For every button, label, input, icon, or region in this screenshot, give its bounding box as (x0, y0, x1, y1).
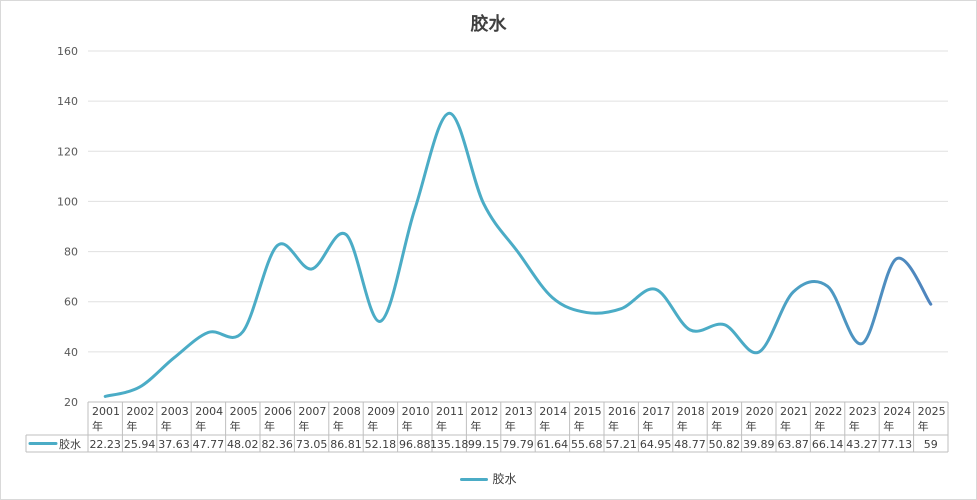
y-axis-ticks: 20 40 60 80 100 120 140 160 (57, 45, 78, 409)
data-value-label: 96.88 (399, 438, 431, 451)
category-label-suffix: 年 (677, 419, 688, 433)
legend-label: 胶水 (492, 472, 517, 486)
category-label: 2013 (505, 405, 533, 418)
category-label: 2022 (814, 405, 842, 418)
category-label-suffix: 年 (470, 419, 481, 433)
data-value-label: 79.79 (502, 438, 534, 451)
category-label: 2018 (677, 405, 705, 418)
data-value-label: 99.15 (468, 438, 500, 451)
category-label-suffix: 年 (126, 419, 137, 433)
data-value-label: 73.05 (296, 438, 328, 451)
data-value-label: 39.89 (743, 438, 775, 451)
category-label: 2003 (161, 405, 189, 418)
data-value-label: 82.36 (261, 438, 293, 451)
category-label-suffix: 年 (195, 419, 206, 433)
data-value-label: 63.87 (777, 438, 809, 451)
category-label: 2020 (746, 405, 774, 418)
category-label: 2016 (608, 405, 636, 418)
category-label-suffix: 年 (918, 419, 929, 433)
category-label-suffix: 年 (849, 419, 860, 433)
y-tick-label: 60 (64, 296, 78, 309)
category-label-suffix: 年 (539, 419, 550, 433)
y-tick-label: 100 (57, 195, 78, 208)
data-value-label: 135.18 (430, 438, 469, 451)
category-label: 2008 (333, 405, 361, 418)
data-value-label: 52.18 (365, 438, 397, 451)
data-value-label: 48.77 (674, 438, 706, 451)
category-label-suffix: 年 (402, 419, 413, 433)
data-value-label: 47.77 (193, 438, 225, 451)
category-label: 2002 (126, 405, 154, 418)
series-lines (103, 111, 933, 398)
data-value-label: 37.63 (158, 438, 190, 451)
category-label: 2024 (883, 405, 911, 418)
data-value-label: 59 (924, 438, 938, 451)
data-table: 2001年2002年2003年2004年2005年2006年2007年2008年… (25, 401, 949, 453)
category-label-suffix: 年 (367, 419, 378, 433)
category-label-suffix: 年 (814, 419, 825, 433)
data-value-label: 50.82 (709, 438, 741, 451)
y-tick-label: 160 (57, 45, 78, 58)
category-label: 2009 (367, 405, 395, 418)
data-value-label: 57.21 (605, 438, 637, 451)
category-label-suffix: 年 (333, 419, 344, 433)
category-label: 2004 (195, 405, 223, 418)
data-value-label: 48.02 (227, 438, 259, 451)
category-label: 2001 (92, 405, 120, 418)
chart-title: 胶水 (470, 14, 507, 35)
data-value-label: 22.23 (89, 438, 121, 451)
category-label-suffix: 年 (436, 419, 447, 433)
category-label: 2006 (264, 405, 292, 418)
category-label: 2005 (230, 405, 258, 418)
legend-swatch (460, 478, 489, 481)
data-value-label: 61.64 (537, 438, 569, 451)
category-label-suffix: 年 (505, 419, 516, 433)
data-value-label: 66.14 (812, 438, 844, 451)
data-value-label: 55.68 (571, 438, 603, 451)
y-tick-label: 40 (64, 346, 78, 359)
category-label-suffix: 年 (574, 419, 585, 433)
category-label-suffix: 年 (642, 419, 653, 433)
table-series-name: 胶水 (59, 437, 81, 451)
category-label-suffix: 年 (746, 419, 757, 433)
category-label-suffix: 年 (161, 419, 172, 433)
category-label: 2010 (402, 405, 430, 418)
gridlines (88, 50, 948, 403)
category-label: 2007 (298, 405, 326, 418)
data-value-label: 25.94 (124, 438, 156, 451)
data-value-label: 64.95 (640, 438, 672, 451)
category-label: 2014 (539, 405, 567, 418)
category-label-suffix: 年 (298, 419, 309, 433)
series-line-胶水 (103, 111, 933, 398)
y-tick-label: 20 (64, 396, 78, 409)
category-label: 2017 (642, 405, 670, 418)
category-label-suffix: 年 (230, 419, 241, 433)
category-label: 2015 (574, 405, 602, 418)
category-label: 2012 (470, 405, 498, 418)
category-label-suffix: 年 (264, 419, 275, 433)
category-label: 2019 (711, 405, 739, 418)
category-label: 2021 (780, 405, 808, 418)
category-label: 2023 (849, 405, 877, 418)
legend: 胶水 (0, 470, 977, 487)
data-value-label: 86.81 (330, 438, 362, 451)
y-tick-label: 120 (57, 145, 78, 158)
y-tick-label: 80 (64, 246, 78, 259)
category-label-suffix: 年 (92, 419, 103, 433)
category-label-suffix: 年 (780, 419, 791, 433)
category-label: 2011 (436, 405, 464, 418)
category-label-suffix: 年 (883, 419, 894, 433)
data-value-label: 77.13 (881, 438, 913, 451)
category-label: 2025 (918, 405, 946, 418)
y-tick-label: 140 (57, 95, 78, 108)
category-label-suffix: 年 (608, 419, 619, 433)
category-label-suffix: 年 (711, 419, 722, 433)
data-value-label: 43.27 (846, 438, 878, 451)
